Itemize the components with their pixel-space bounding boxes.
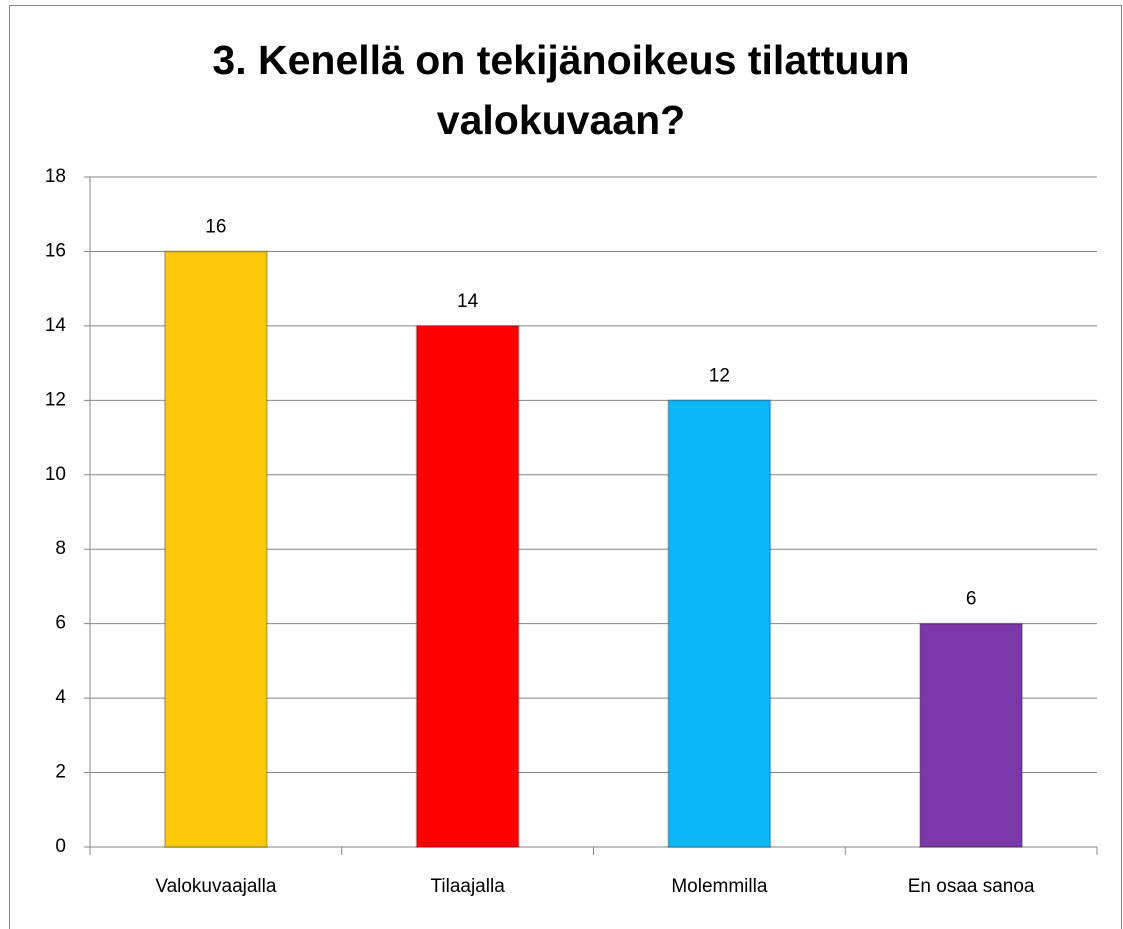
y-tick-label: 10 — [45, 464, 66, 485]
value-label: 12 — [709, 365, 730, 386]
chart-border — [9, 5, 1122, 929]
x-tick-label: Molemmilla — [671, 876, 768, 897]
value-label: 14 — [457, 291, 479, 312]
y-tick-label: 4 — [55, 687, 66, 708]
value-label: 16 — [205, 216, 226, 237]
y-tick-label: 0 — [55, 836, 66, 857]
y-tick-label: 16 — [45, 240, 66, 261]
bar — [667, 399, 772, 848]
y-tick-label: 6 — [55, 613, 66, 634]
y-tick-label: 18 — [45, 166, 66, 187]
bar — [163, 250, 268, 848]
chart-title: 3. Kenellä on tekijänoikeus tilattuun va… — [212, 37, 910, 143]
bar — [415, 324, 520, 848]
x-tick-label: Tilaajalla — [430, 876, 505, 897]
y-tick-label: 12 — [45, 389, 66, 410]
y-tick-label: 2 — [55, 762, 66, 783]
x-tick-label: Valokuvaajalla — [155, 876, 277, 897]
bar — [919, 622, 1024, 849]
y-tick-label: 14 — [45, 315, 67, 336]
y-tick-label: 8 — [55, 538, 66, 559]
x-tick-label: En osaa sanoa — [908, 876, 1035, 897]
value-label: 6 — [966, 589, 977, 610]
